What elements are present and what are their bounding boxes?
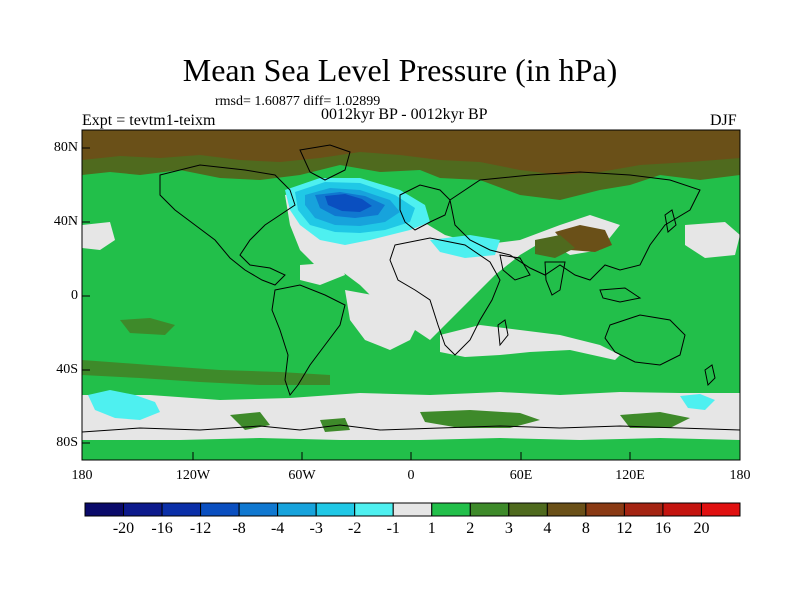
lon-label-60e: 60E: [509, 468, 533, 483]
lon-label-120e: 120E: [615, 468, 645, 483]
colorbar-label: -1: [386, 520, 400, 537]
colorbar-label: 12: [616, 520, 633, 537]
lon-label-60w: 60W: [288, 468, 316, 483]
colorbar-swatch: [662, 502, 702, 517]
colorbar-swatch: [238, 502, 279, 517]
colorbar-label: 8: [581, 520, 590, 537]
season-label: DJF: [710, 112, 737, 129]
colorbar-swatch: [277, 502, 317, 517]
colorbar-swatch: [84, 502, 125, 517]
lat-label-40s: 40S: [56, 362, 78, 377]
colorbar-label: 16: [654, 520, 671, 537]
colorbar-swatch: [546, 502, 587, 517]
colorbar-label: 20: [693, 520, 710, 537]
colorbar-swatch: [469, 502, 510, 517]
negative-anomaly-north-atlantic: [285, 178, 500, 258]
lon-label-0: 0: [407, 468, 415, 483]
colorbar-label: -4: [270, 520, 285, 537]
colorbar-label: -12: [189, 520, 212, 537]
colorbar: [84, 502, 741, 517]
colorbar-swatch: [585, 502, 625, 517]
lon-label-180w: 180: [71, 468, 93, 483]
colorbar-label: -8: [232, 520, 246, 537]
positive-anomaly-asia: [535, 235, 575, 258]
colorbar-swatch: [431, 502, 471, 517]
lat-label-0: 0: [71, 288, 78, 303]
colorbar-swatch: [123, 502, 163, 517]
colorbar-label: -2: [348, 520, 362, 537]
coastlines: [81, 144, 741, 433]
colorbar-swatch: [623, 502, 664, 517]
colorbar-swatch: [200, 502, 240, 517]
period-label: 0012kyr BP - 0012kyr BP: [321, 106, 488, 123]
colorbar-swatch: [161, 502, 202, 517]
positive-anomaly-southern-ocean: [82, 318, 690, 432]
colorbar-label: 3: [504, 520, 513, 537]
colorbar-swatch: [508, 502, 548, 517]
lat-label-40n: 40N: [53, 214, 78, 229]
colorbar-label: -20: [112, 520, 135, 537]
colorbar-label: 1: [427, 520, 436, 537]
statistics-text: rmsd= 1.60877 diff= 1.02899: [215, 94, 381, 109]
colorbar-swatch: [354, 502, 394, 517]
colorbar-label: 4: [543, 520, 552, 537]
chart-title: Mean Sea Level Pressure (in hPa): [182, 52, 618, 88]
lat-label-80s: 80S: [56, 435, 78, 450]
experiment-label: Expt = tevtm1-teixm: [82, 112, 216, 129]
colorbar-label: -16: [151, 520, 173, 537]
colorbar-swatch: [315, 502, 356, 517]
negative-anomaly-south: [88, 390, 715, 420]
axis-ticks: [82, 147, 631, 460]
colorbar-swatch: [392, 502, 433, 517]
colorbar-swatch: [700, 502, 741, 517]
lon-label-120w: 120W: [175, 468, 211, 483]
lon-label-180e: 180: [729, 468, 751, 483]
lat-label-80n: 80N: [53, 140, 78, 155]
positive-anomaly-arctic: [82, 130, 740, 200]
colorbar-label: -3: [309, 520, 323, 537]
colorbar-label: 2: [466, 520, 475, 537]
